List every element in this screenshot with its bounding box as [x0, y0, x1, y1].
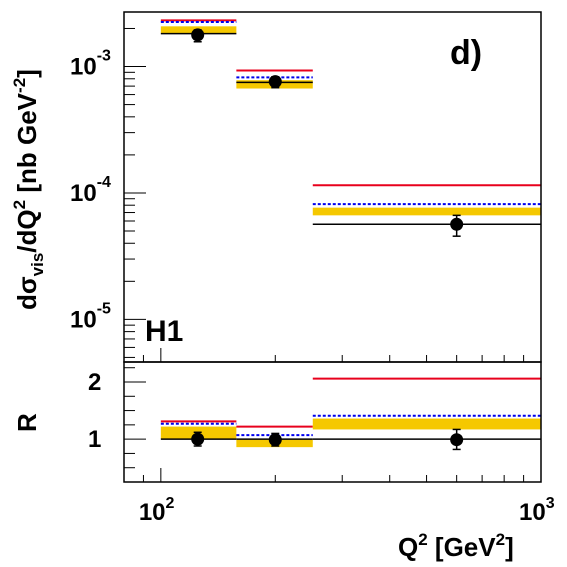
y-tick-label-bottom-1: 2 — [88, 369, 101, 396]
ratio-frame — [123, 361, 542, 483]
ratio-data-point-2 — [450, 433, 464, 447]
panel-label: d) — [450, 34, 482, 72]
y-tick-label-top-1: 10-4 — [70, 174, 111, 207]
y-axis-label-bottom: R — [12, 413, 42, 432]
x-tick-label-0: 102 — [139, 495, 175, 526]
top-data-point-2 — [450, 217, 464, 231]
y-tick-label-top-0: 10-3 — [70, 48, 111, 81]
y-tick-label-bottom-0: 1 — [88, 426, 101, 453]
top-data-point-0 — [191, 28, 205, 42]
y-tick-label-top-2: 10-5 — [70, 300, 111, 333]
y-axis-label-top: dσvis/dQ2 [nb GeV-2] — [10, 69, 47, 310]
top-band-2 — [312, 207, 541, 216]
x-axis-label: Q2 [GeV2] — [398, 530, 514, 562]
ratio-panel: 102 103 1 2 — [88, 361, 555, 526]
x-tick-label-1: 103 — [519, 495, 555, 526]
experiment-label: H1 — [145, 315, 183, 348]
ratio-data-point-1 — [268, 433, 282, 447]
top-data-point-1 — [268, 75, 282, 89]
ratio-band-2 — [312, 418, 541, 430]
ratio-data-point-0 — [191, 432, 205, 446]
top-panel: 10-3 10-4 10-5 — [70, 11, 542, 363]
